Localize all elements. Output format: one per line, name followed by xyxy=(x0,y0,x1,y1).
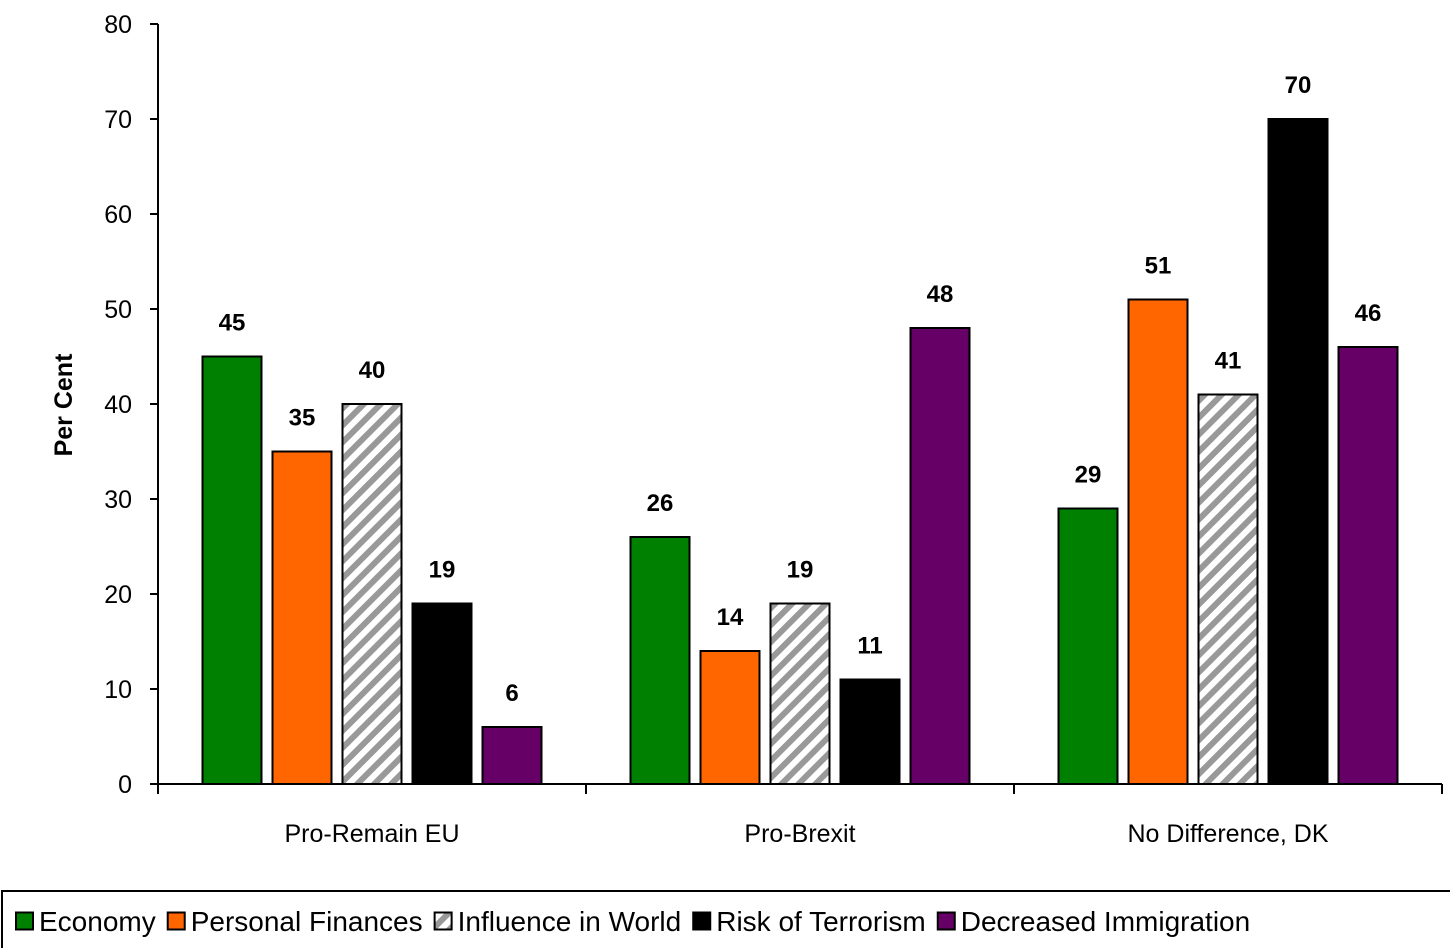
data-labels: 45 26 29 35 14 51 40 19 41 19 11 70 6 48 46 xyxy=(219,72,1382,707)
legend-border xyxy=(1,890,1450,948)
data-label: 40 xyxy=(359,357,386,384)
y-tick-label: 50 xyxy=(104,296,132,324)
y-tick-label: 10 xyxy=(104,676,132,704)
data-label: 35 xyxy=(289,405,316,432)
data-label: 19 xyxy=(787,557,814,584)
legend-swatch xyxy=(15,911,34,931)
bar xyxy=(629,536,691,785)
bars xyxy=(201,118,1399,785)
y-tick-label: 80 xyxy=(104,11,132,39)
y-tick-label: 70 xyxy=(104,106,132,134)
data-label: 48 xyxy=(927,281,954,308)
bar xyxy=(481,726,543,785)
y-tick-label: 40 xyxy=(104,391,132,419)
legend-items: Economy Personal Finances Influence in Wor… xyxy=(15,906,1250,937)
data-label: 46 xyxy=(1355,300,1382,327)
bar xyxy=(1267,118,1329,785)
legend-label: Economy xyxy=(39,906,156,937)
bar xyxy=(201,355,263,785)
legend-swatch xyxy=(936,911,956,931)
y-tick-label: 30 xyxy=(104,486,132,514)
legend-label: Risk of Terrorism xyxy=(716,906,926,937)
y-tick-label: 20 xyxy=(104,581,132,609)
data-label: 26 xyxy=(647,490,674,517)
data-label: 6 xyxy=(505,680,518,707)
bar xyxy=(769,602,831,785)
y-tick-label: 0 xyxy=(118,771,132,799)
data-label: 45 xyxy=(219,310,246,337)
bar xyxy=(341,403,403,785)
data-label: 41 xyxy=(1215,348,1242,375)
bar xyxy=(839,678,901,785)
data-label: 11 xyxy=(857,633,882,660)
axes: 0 10 20 30 40 50 60 70 80 Pro-Remain EU Pro-Brexit… xyxy=(104,11,1443,848)
x-tick-label: No Difference, DK xyxy=(1127,820,1328,848)
legend-swatch xyxy=(433,911,453,931)
y-tick-label: 60 xyxy=(104,201,132,229)
data-label: 19 xyxy=(429,557,456,584)
bar xyxy=(699,650,761,785)
legend-label: Personal Finances xyxy=(191,906,423,937)
bar xyxy=(1127,298,1189,785)
x-tick-label: Pro-Remain EU xyxy=(284,820,459,848)
legend-label: Influence in World xyxy=(458,906,682,937)
y-axis-label: Per Cent xyxy=(50,353,78,456)
bar xyxy=(1057,507,1119,785)
legend: Economy Personal Finances Influence in Wor… xyxy=(1,890,1450,948)
bar xyxy=(1337,346,1399,785)
legend-swatch xyxy=(692,911,712,931)
data-label: 14 xyxy=(717,604,744,631)
bar xyxy=(1197,393,1259,785)
bar xyxy=(909,327,971,785)
data-label: 70 xyxy=(1285,72,1312,99)
x-tick-label: Pro-Brexit xyxy=(744,820,855,848)
data-label: 51 xyxy=(1145,253,1172,280)
legend-label: Decreased Immigration xyxy=(961,906,1250,937)
data-label: 29 xyxy=(1075,462,1102,489)
bar xyxy=(271,450,333,785)
bar xyxy=(411,602,473,785)
legend-swatch xyxy=(166,911,186,931)
